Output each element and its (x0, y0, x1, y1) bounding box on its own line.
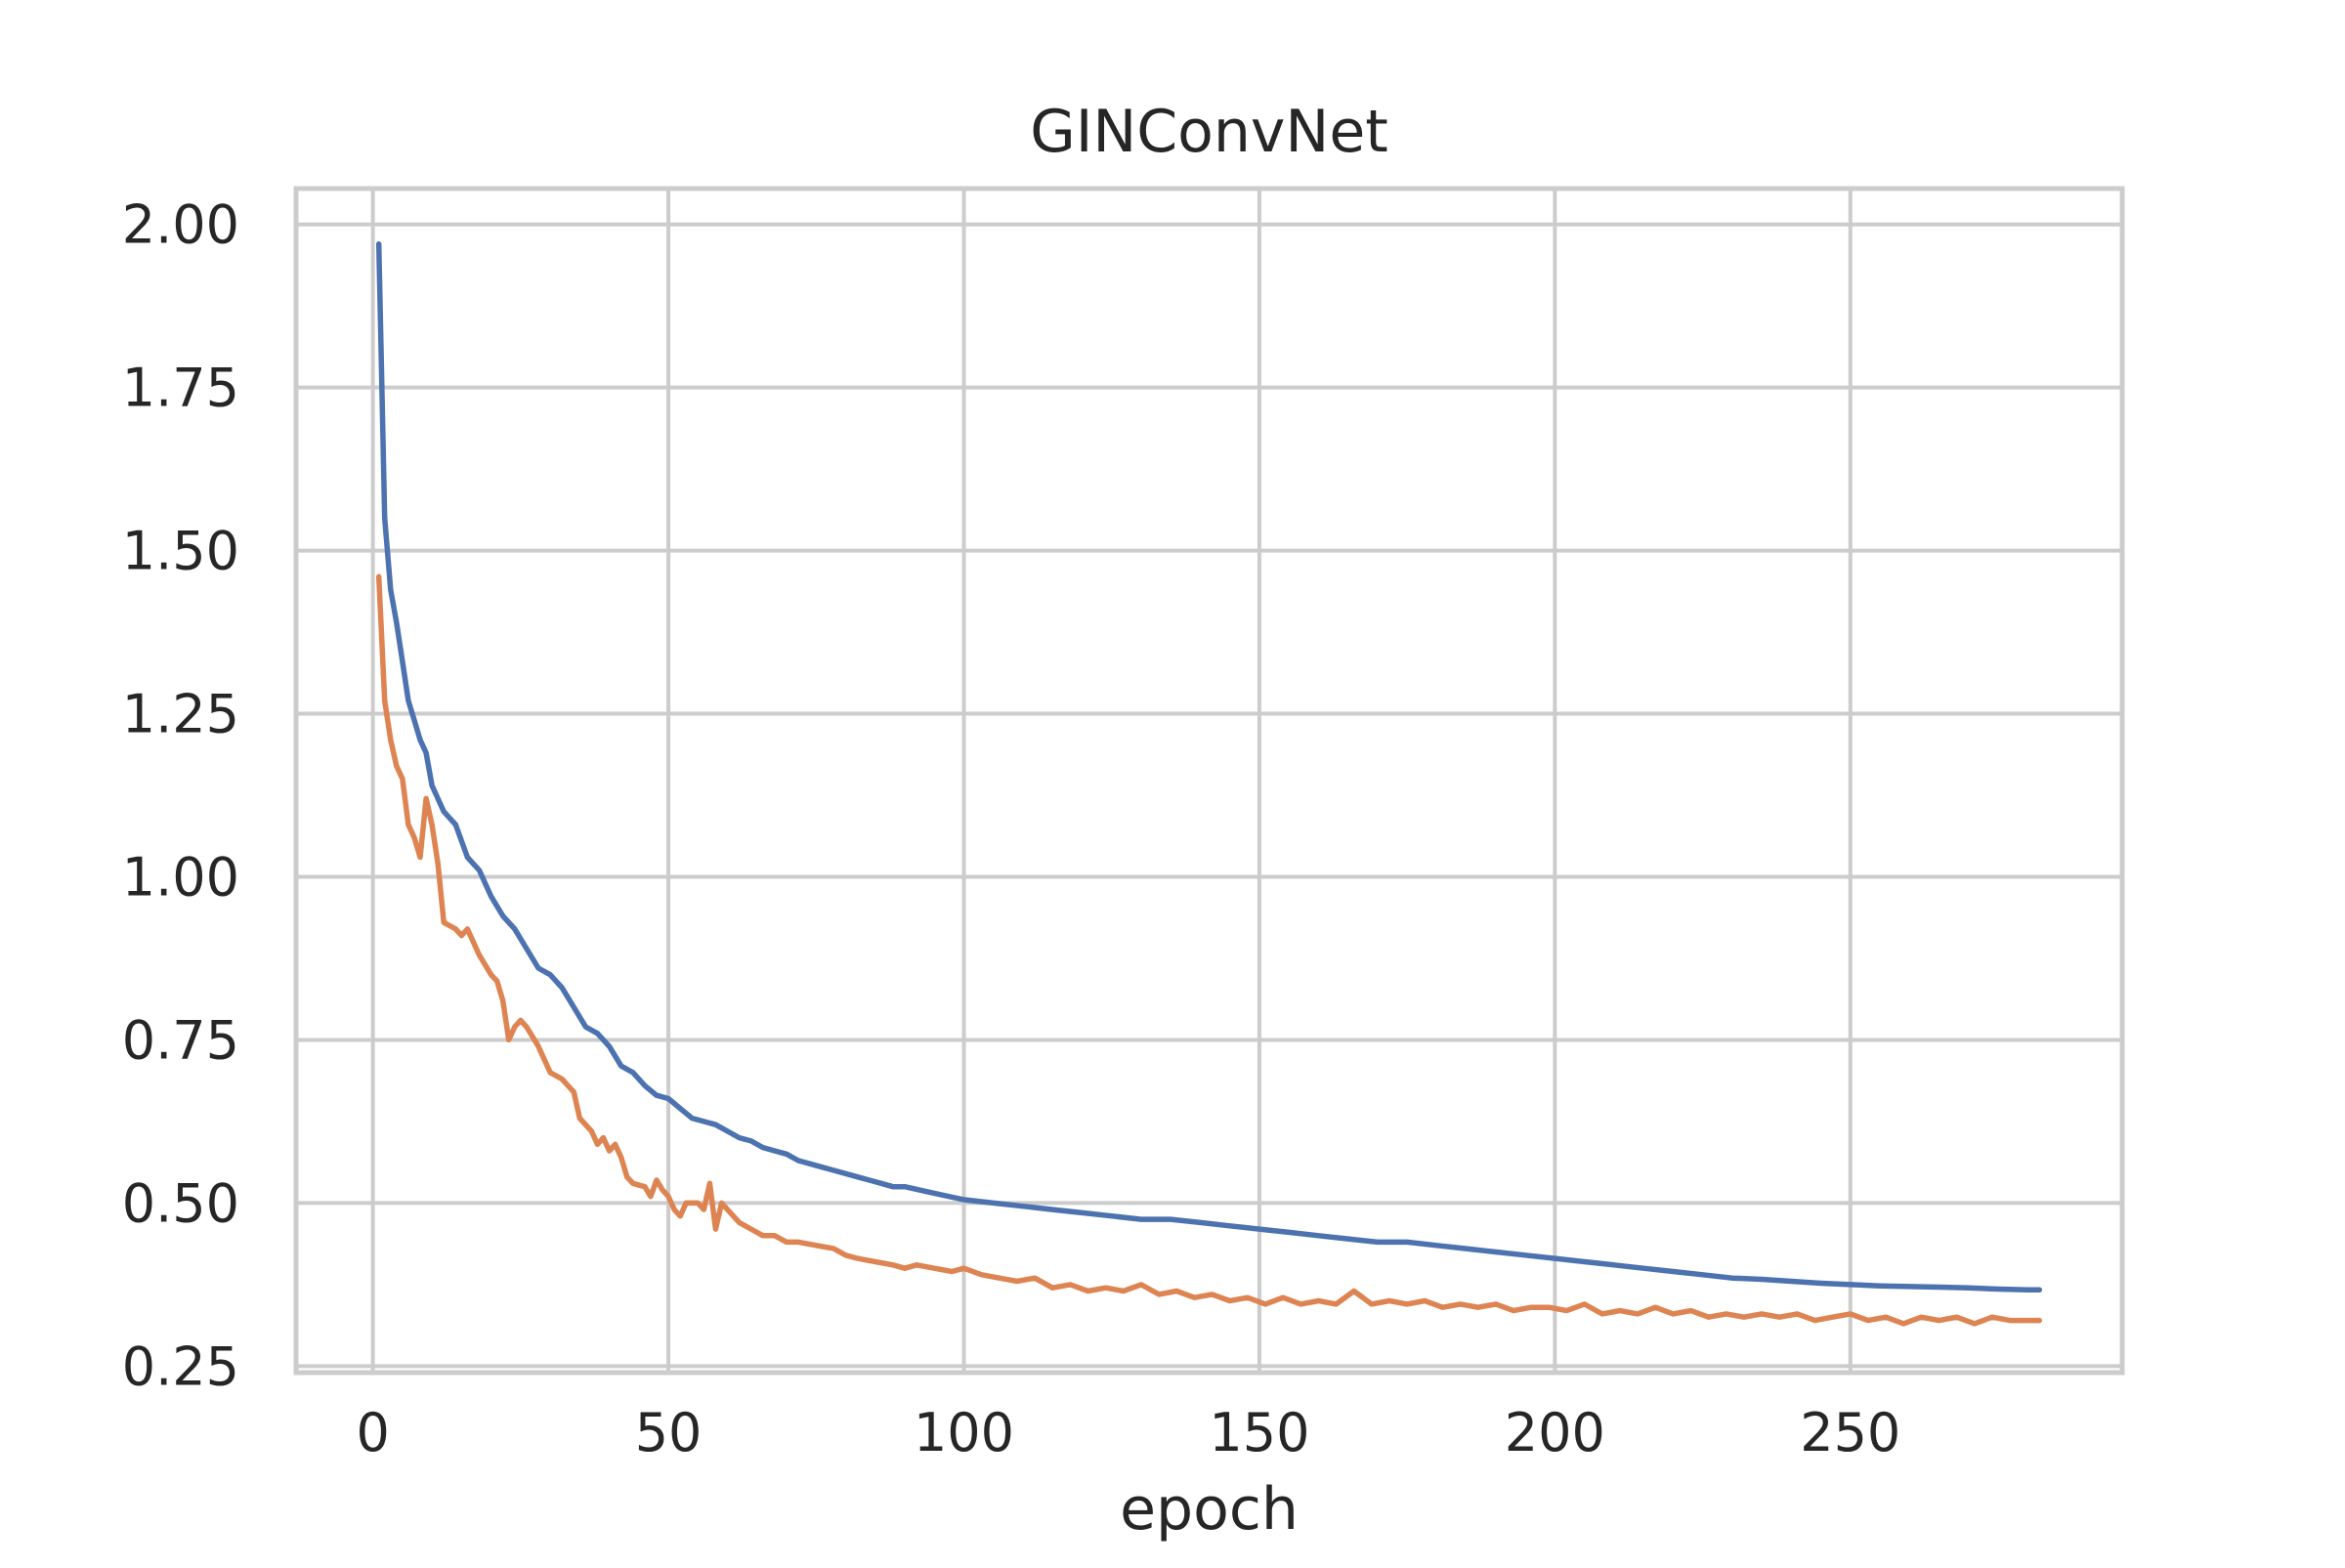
series-layer (375, 241, 2043, 1327)
y-tick-label: 1.75 (122, 358, 239, 419)
series-line-1 (375, 241, 2043, 1293)
x-tick-label: 100 (914, 1402, 1014, 1463)
y-tick-label: 0.75 (122, 1009, 239, 1071)
y-tick-label: 1.00 (122, 846, 239, 908)
x-tick-labels: 0 50 100 150 200 250 (356, 1402, 1900, 1463)
x-axis-title: epoch (1120, 1475, 1299, 1544)
y-tick-label: 1.50 (122, 521, 239, 582)
series-line-2 (375, 573, 2043, 1327)
grid (296, 189, 2122, 1373)
x-tick-label: 150 (1209, 1402, 1309, 1463)
y-tick-label: 2.00 (122, 194, 239, 256)
y-tick-label: 1.25 (122, 684, 239, 745)
x-tick-label: 0 (356, 1402, 389, 1463)
x-tick-label: 200 (1505, 1402, 1605, 1463)
x-tick-label: 250 (1800, 1402, 1900, 1463)
plot-frame (293, 186, 2125, 1376)
chart-title: GINConvNet (1030, 98, 1388, 166)
x-tick-label: 50 (635, 1402, 703, 1463)
y-tick-labels: 0.25 0.50 0.75 1.00 1.25 1.50 1.75 2.00 (122, 194, 239, 1398)
y-tick-label: 0.50 (122, 1172, 239, 1234)
y-tick-label: 0.25 (122, 1335, 239, 1397)
